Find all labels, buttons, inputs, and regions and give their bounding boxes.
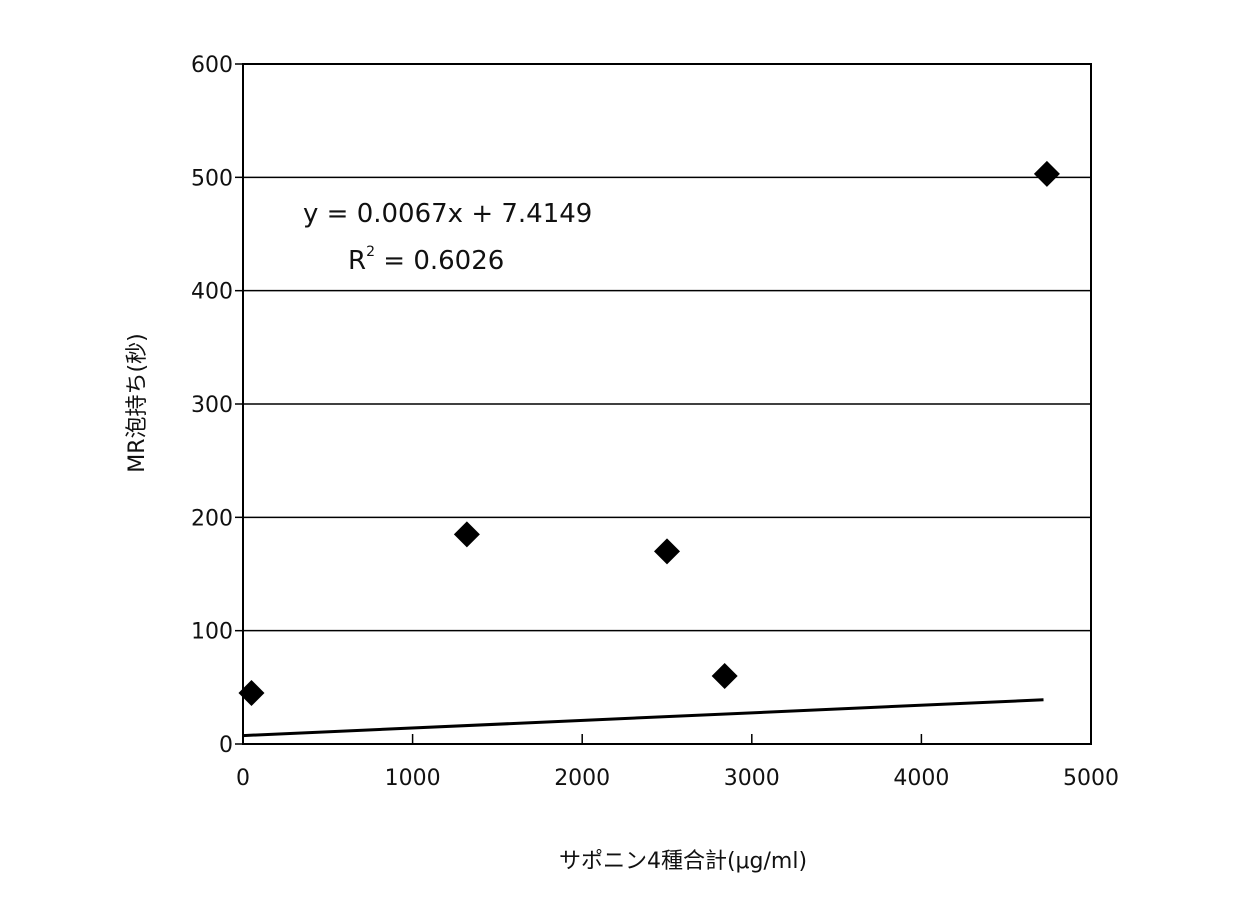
x-tick-label-2000: 2000 [554,766,610,791]
x-tick-label-4000: 4000 [893,766,949,791]
y-tick-label-0: 0 [219,733,233,758]
y-tick-label-200: 200 [191,506,233,531]
x-axis-title: サポニン4種合計(μg/ml) [559,849,807,874]
y-tick-label-400: 400 [191,280,233,305]
trendline-equation: y = 0.0067x + 7.4149 [303,199,592,229]
x-tick-label-5000: 5000 [1063,766,1119,791]
x-tick-label-0: 0 [236,766,250,791]
y-tick-label-600: 600 [191,53,233,78]
x-tick-label-3000: 3000 [724,766,780,791]
x-tick-label-1000: 1000 [385,766,441,791]
y-tick-label-300: 300 [191,393,233,418]
y-axis-title: MR泡持ち(秒) [125,333,150,472]
y-tick-label-500: 500 [191,166,233,191]
y-tick-label-100: 100 [191,620,233,645]
